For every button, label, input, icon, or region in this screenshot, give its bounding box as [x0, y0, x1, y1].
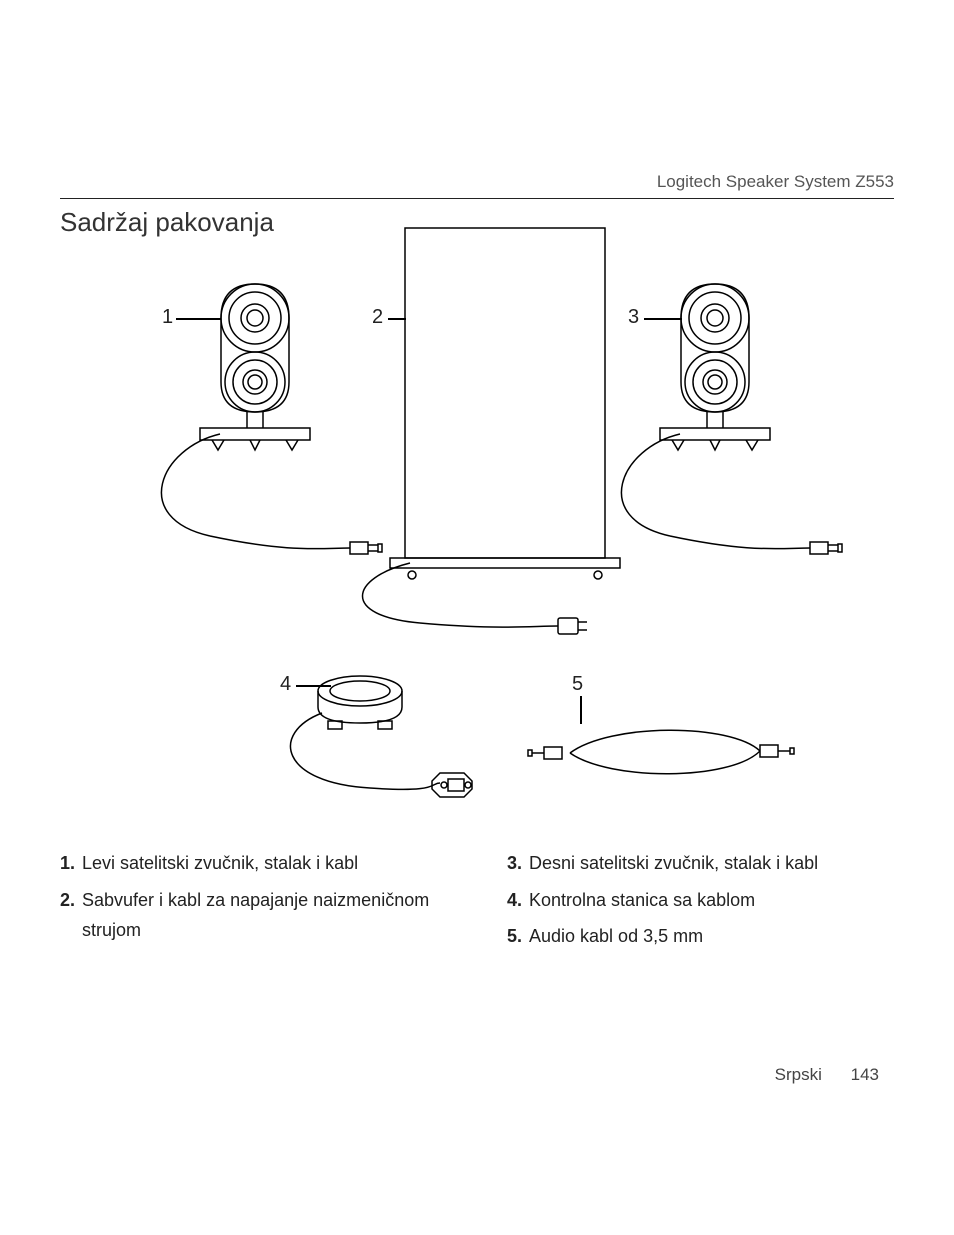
callout-5: 5 — [572, 673, 583, 696]
callout-4-line — [296, 685, 331, 687]
callout-2: 2 — [372, 306, 383, 329]
list-item: 2. Sabvufer i kabl za napajanje naizmeni… — [60, 885, 447, 946]
legend-num: 4. — [507, 885, 529, 916]
product-name: Logitech Speaker System Z553 — [60, 172, 894, 192]
legend-num: 5. — [507, 921, 529, 952]
callout-1-line — [176, 318, 221, 320]
diagram-row1-icon — [60, 218, 894, 638]
list-item: 4. Kontrolna stanica sa kablom — [507, 885, 894, 916]
diagram-row2-icon — [60, 658, 894, 828]
callout-4: 4 — [280, 673, 291, 696]
legend-text: Kontrolna stanica sa kablom — [529, 885, 755, 916]
list-item: 1. Levi satelitski zvučnik, stalak i kab… — [60, 848, 447, 879]
page-footer: Srpski 143 — [775, 1065, 879, 1085]
callout-3: 3 — [628, 306, 639, 329]
legend-text: Audio kabl od 3,5 mm — [529, 921, 703, 952]
legend-num: 1. — [60, 848, 82, 879]
legend-text: Levi satelitski zvučnik, stalak i kabl — [82, 848, 358, 879]
callout-3-line — [644, 318, 682, 320]
callout-2-line — [388, 318, 406, 320]
callout-5-line — [580, 696, 582, 724]
footer-page: 143 — [851, 1065, 879, 1084]
legend-num: 3. — [507, 848, 529, 879]
legend-text: Sabvufer i kabl za napajanje naizmenično… — [82, 885, 447, 946]
header-rule — [60, 198, 894, 199]
legend-num: 2. — [60, 885, 82, 946]
callout-1: 1 — [162, 306, 173, 329]
legend-text: Desni satelitski zvučnik, stalak i kabl — [529, 848, 818, 879]
footer-lang: Srpski — [775, 1065, 822, 1084]
legend: 1. Levi satelitski zvučnik, stalak i kab… — [60, 848, 894, 958]
list-item: 5. Audio kabl od 3,5 mm — [507, 921, 894, 952]
list-item: 3. Desni satelitski zvučnik, stalak i ka… — [507, 848, 894, 879]
legend-col-right: 3. Desni satelitski zvučnik, stalak i ka… — [507, 848, 894, 958]
package-diagram: 1 2 3 4 5 — [60, 218, 894, 838]
legend-col-left: 1. Levi satelitski zvučnik, stalak i kab… — [60, 848, 447, 958]
